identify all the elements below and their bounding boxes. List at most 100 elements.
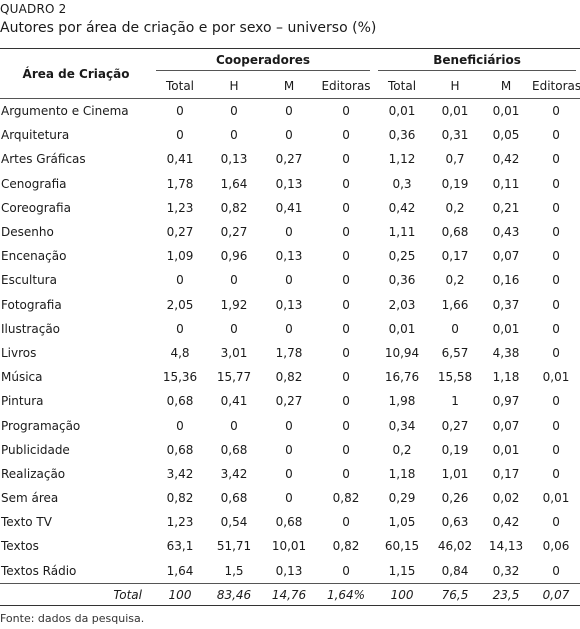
value-cell: 0 bbox=[285, 418, 293, 433]
value-cell: 15,77 bbox=[216, 370, 252, 385]
value-cell: 0,17 bbox=[492, 466, 520, 481]
value-cell: 1 bbox=[451, 394, 459, 409]
value-cell: 0,27 bbox=[441, 418, 469, 433]
value-cell: 0,01 bbox=[492, 321, 520, 336]
group-label: Beneficiários bbox=[378, 53, 577, 71]
value-cell: 0,25 bbox=[388, 249, 416, 264]
area-name-cell: Publicidade bbox=[1, 442, 70, 457]
value-cell: 0 bbox=[342, 152, 350, 167]
value-cell: 14,13 bbox=[488, 539, 524, 554]
value-cell: 0 bbox=[342, 466, 350, 481]
value-cell: 0 bbox=[552, 152, 560, 167]
total-row: Total 100 83,46 14,76 1,64% 100 76,5 23,5 0,07 bbox=[0, 582, 580, 607]
table-row: Escultura 0 0 0 0 0,36 0,2 0,16 0 bbox=[0, 268, 580, 292]
value-cell: 0 bbox=[285, 466, 293, 481]
value-cell: 0,2 bbox=[445, 200, 465, 215]
value-cell: 0,68 bbox=[220, 491, 248, 506]
value-cell: 2,05 bbox=[166, 297, 194, 312]
value-cell: 0,27 bbox=[275, 152, 303, 167]
value-cell: 10,94 bbox=[384, 345, 420, 360]
value-cell: 0 bbox=[230, 418, 238, 433]
total-value-cell: 23,5 bbox=[480, 582, 533, 607]
table-row: Cenografia 1,78 1,64 0,13 0 0,3 0,19 0,11 0 bbox=[0, 172, 580, 196]
area-name-cell: Sem área bbox=[1, 491, 59, 506]
value-cell: 0 bbox=[342, 563, 350, 578]
table-number: QUADRO 2 bbox=[0, 2, 67, 16]
value-cell: 0 bbox=[176, 273, 184, 288]
value-cell: 0,05 bbox=[492, 128, 520, 143]
value-cell: 0 bbox=[552, 128, 560, 143]
value-cell: 0,82 bbox=[332, 491, 360, 506]
area-name-cell: Realização bbox=[1, 466, 66, 481]
table-row: Realização 3,42 3,42 0 0 1,18 1,01 0,17 0 bbox=[0, 462, 580, 486]
value-cell: 0 bbox=[342, 418, 350, 433]
table-header: Área de Criação Cooperadores Beneficiári… bbox=[0, 50, 580, 99]
value-cell: 0,36 bbox=[388, 273, 416, 288]
value-cell: 0 bbox=[342, 104, 350, 119]
value-cell: 0 bbox=[552, 515, 560, 530]
value-cell: 0,68 bbox=[166, 442, 194, 457]
area-name-cell: Programação bbox=[1, 418, 81, 433]
area-name-cell: Encenação bbox=[1, 249, 67, 264]
value-cell: 0,13 bbox=[275, 563, 303, 578]
value-cell: 0 bbox=[552, 104, 560, 119]
value-cell: 0 bbox=[552, 418, 560, 433]
area-name-cell: Livros bbox=[1, 345, 37, 360]
subheader-cell: H bbox=[208, 74, 260, 99]
value-cell: 0,2 bbox=[445, 273, 465, 288]
value-cell: 0,29 bbox=[388, 491, 416, 506]
table-row: Argumento e Cinema 0 0 0 0 0,01 0,01 0,01 0 bbox=[0, 99, 580, 124]
table-row: Fotografia 2,05 1,92 0,13 0 2,03 1,66 0,37 0 bbox=[0, 293, 580, 317]
area-name-cell: Escultura bbox=[1, 273, 57, 288]
value-cell: 0,13 bbox=[275, 176, 303, 191]
value-cell: 63,1 bbox=[166, 539, 194, 554]
subheader-cell: Total bbox=[374, 74, 431, 99]
value-cell: 0 bbox=[230, 321, 238, 336]
table-row: Artes Gráficas 0,41 0,13 0,27 0 1,12 0,7 0,42 0 bbox=[0, 147, 580, 171]
value-cell: 0,01 bbox=[388, 321, 416, 336]
table-row: Publicidade 0,68 0,68 0 0 0,2 0,19 0,01 0 bbox=[0, 438, 580, 462]
area-name-cell: Desenho bbox=[1, 225, 54, 240]
value-cell: 0 bbox=[552, 249, 560, 264]
value-cell: 0,3 bbox=[392, 176, 412, 191]
value-cell: 0,19 bbox=[441, 176, 469, 191]
value-cell: 1,01 bbox=[441, 466, 469, 481]
value-cell: 0 bbox=[230, 104, 238, 119]
value-cell: 10,01 bbox=[271, 539, 307, 554]
group-header-cooperadores: Cooperadores bbox=[152, 50, 374, 74]
value-cell: 0 bbox=[342, 442, 350, 457]
value-cell: 0,06 bbox=[542, 539, 570, 554]
value-cell: 0 bbox=[230, 128, 238, 143]
table-row: Programação 0 0 0 0 0,34 0,27 0,07 0 bbox=[0, 413, 580, 437]
table-row: Textos Rádio 1,64 1,5 0,13 0 1,15 0,84 0,32 0 bbox=[0, 559, 580, 584]
value-cell: 0 bbox=[552, 345, 560, 360]
value-cell: 0,26 bbox=[441, 491, 469, 506]
value-cell: 0,19 bbox=[441, 442, 469, 457]
value-cell: 0 bbox=[285, 491, 293, 506]
value-cell: 0,68 bbox=[275, 515, 303, 530]
table-row: Música 15,36 15,77 0,82 0 16,76 15,58 1,18 0,01 bbox=[0, 365, 580, 389]
bottom-rule bbox=[0, 605, 580, 606]
table-row: Pintura 0,68 0,41 0,27 0 1,98 1 0,97 0 bbox=[0, 389, 580, 413]
value-cell: 0 bbox=[285, 128, 293, 143]
value-cell: 0,27 bbox=[166, 225, 194, 240]
value-cell: 0,41 bbox=[275, 200, 303, 215]
total-value-cell: 0,07 bbox=[532, 582, 580, 607]
area-name-cell: Textos Rádio bbox=[1, 563, 77, 578]
total-label: Total bbox=[0, 582, 152, 607]
value-cell: 0 bbox=[285, 104, 293, 119]
value-cell: 0 bbox=[552, 225, 560, 240]
area-name-cell: Artes Gráficas bbox=[1, 152, 86, 167]
value-cell: 0 bbox=[552, 563, 560, 578]
value-cell: 0 bbox=[342, 176, 350, 191]
value-cell: 0 bbox=[342, 128, 350, 143]
subheader-cell: M bbox=[260, 74, 318, 99]
value-cell: 0,01 bbox=[492, 104, 520, 119]
value-cell: 4,8 bbox=[170, 345, 190, 360]
value-cell: 0 bbox=[552, 176, 560, 191]
subheader-cell: Editoras bbox=[532, 74, 580, 99]
value-cell: 0 bbox=[342, 345, 350, 360]
value-cell: 0,01 bbox=[542, 370, 570, 385]
value-cell: 51,71 bbox=[216, 539, 252, 554]
value-cell: 0,27 bbox=[220, 225, 248, 240]
